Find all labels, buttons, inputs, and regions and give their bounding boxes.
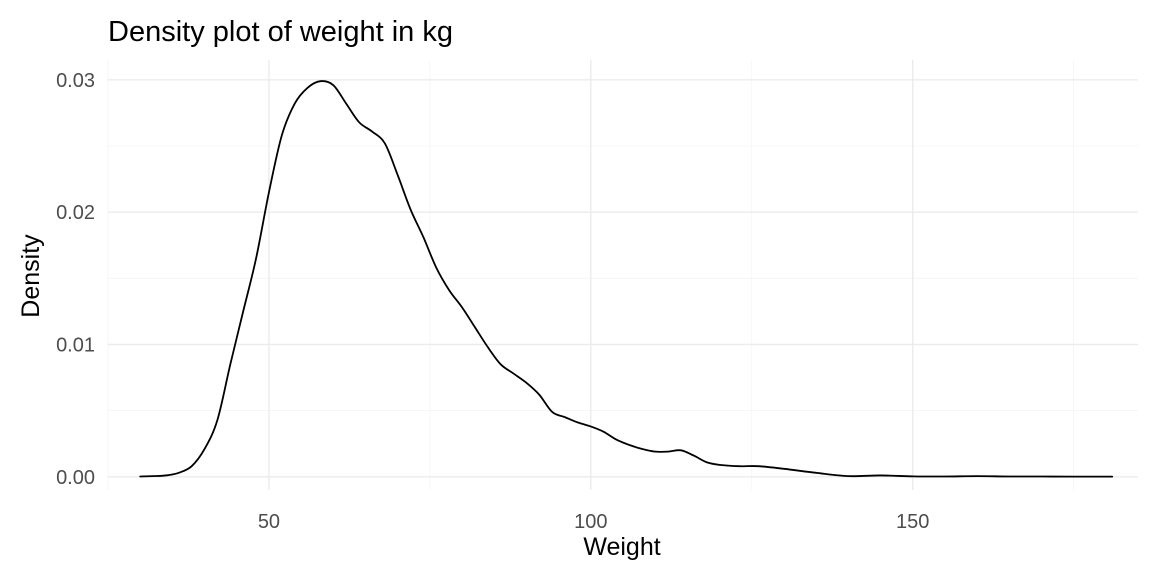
chart-title: Density plot of weight in kg: [108, 16, 453, 48]
x-axis-title: Weight: [583, 533, 660, 561]
grid: [107, 60, 1138, 490]
x-tick-label: 50: [258, 511, 280, 533]
y-tick-label: 0.02: [56, 202, 95, 224]
series-layer: [139, 80, 1114, 478]
x-tick-label: 100: [574, 511, 607, 533]
density-curve: [139, 80, 1114, 478]
y-tick-label: 0.01: [56, 334, 95, 356]
y-tick-label: 0.03: [56, 70, 95, 92]
y-tick-label: 0.00: [56, 467, 95, 489]
tick-labels: 50 100 150 0.00 0.01 0.02 0.03: [56, 70, 929, 533]
y-axis-title: Density: [17, 234, 45, 318]
x-tick-label: 150: [896, 511, 929, 533]
